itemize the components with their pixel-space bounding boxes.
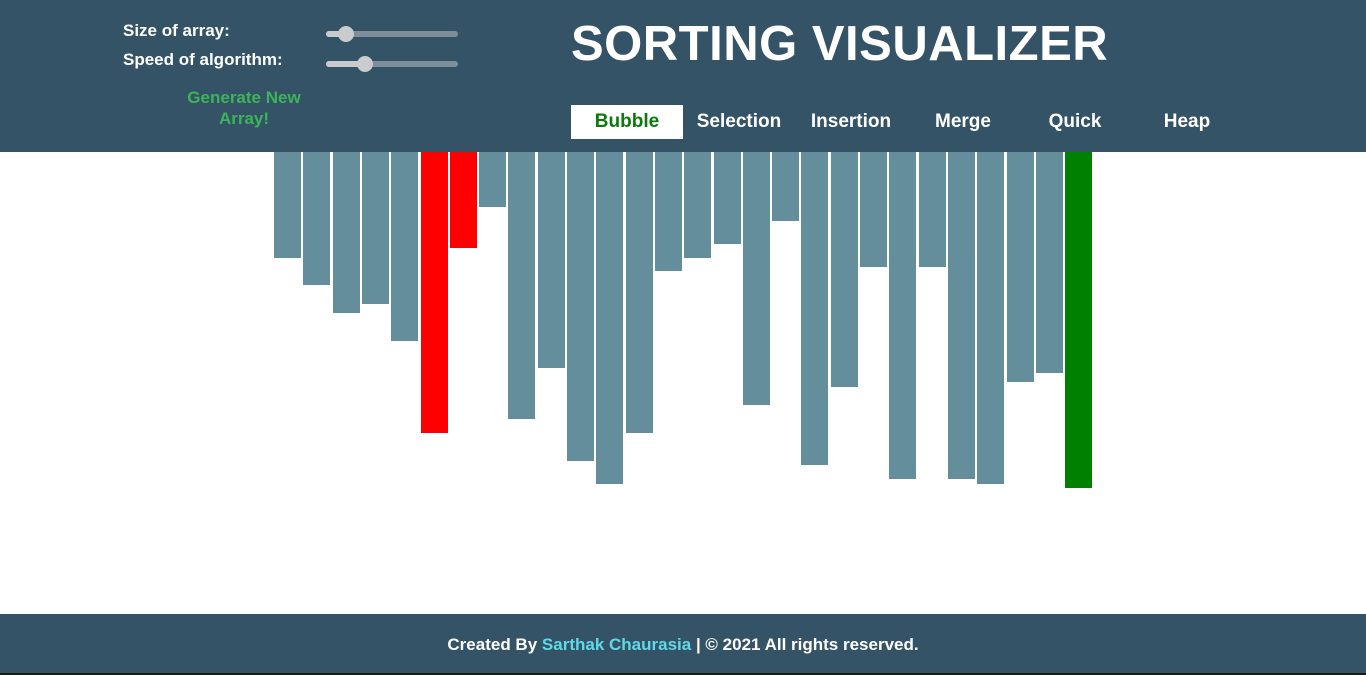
array-bar [831, 152, 858, 387]
page-title: SORTING VISUALIZER [571, 17, 1109, 71]
array-bar [772, 152, 799, 221]
speed-slider-thumb[interactable] [357, 56, 374, 72]
size-slider-fill [326, 31, 346, 37]
array-bar [567, 152, 594, 461]
array-bar [421, 152, 448, 433]
array-bar [743, 152, 770, 405]
author-link[interactable]: Sarthak Chaurasia [541, 635, 692, 654]
array-bar [274, 152, 301, 258]
array-bar [889, 152, 916, 479]
speed-slider-fill [326, 61, 366, 67]
tab-selection[interactable]: Selection [696, 111, 782, 132]
size-label: Size of array: [123, 21, 230, 40]
array-bar [948, 152, 975, 479]
array-bar [1007, 152, 1034, 382]
header: Size of array: Speed of algorithm: Gener… [0, 0, 1366, 152]
speed-slider[interactable] [326, 56, 458, 72]
array-bar [801, 152, 828, 465]
size-slider-track [326, 31, 458, 37]
array-bar [626, 152, 653, 433]
tab-merge[interactable]: Merge [935, 111, 991, 132]
tab-bubble[interactable]: Bubble [571, 105, 683, 139]
array-bar [450, 152, 477, 248]
array-bar [684, 152, 711, 258]
array-bar [977, 152, 1004, 484]
array-bar [655, 152, 682, 271]
footer-suffix: | © 2021 All rights reserved. [695, 635, 919, 654]
array-bar [333, 152, 360, 313]
tab-quick[interactable]: Quick [1048, 111, 1102, 132]
speed-slider-track [326, 61, 458, 67]
tab-heap[interactable]: Heap [1163, 111, 1211, 132]
array-bar [860, 152, 887, 267]
array-bar [391, 152, 418, 341]
array-bar [596, 152, 623, 484]
array-bar [538, 152, 565, 368]
size-slider-thumb[interactable] [337, 26, 354, 42]
array-bar [362, 152, 389, 304]
footer-prefix: Created By [447, 635, 538, 654]
generate-array-button[interactable]: Generate New Array! [187, 88, 301, 128]
array-bar [714, 152, 741, 244]
array-bars [0, 152, 1366, 614]
footer: Created By Sarthak Chaurasia | © 2021 Al… [0, 614, 1366, 675]
size-slider[interactable] [326, 26, 458, 42]
array-bar [508, 152, 535, 419]
array-bar [303, 152, 330, 285]
speed-label: Speed of algorithm: [123, 50, 283, 69]
array-bar [919, 152, 946, 267]
array-bar [1065, 152, 1092, 488]
array-bar [1036, 152, 1063, 373]
array-bar [479, 152, 506, 207]
tab-insertion[interactable]: Insertion [810, 111, 892, 132]
